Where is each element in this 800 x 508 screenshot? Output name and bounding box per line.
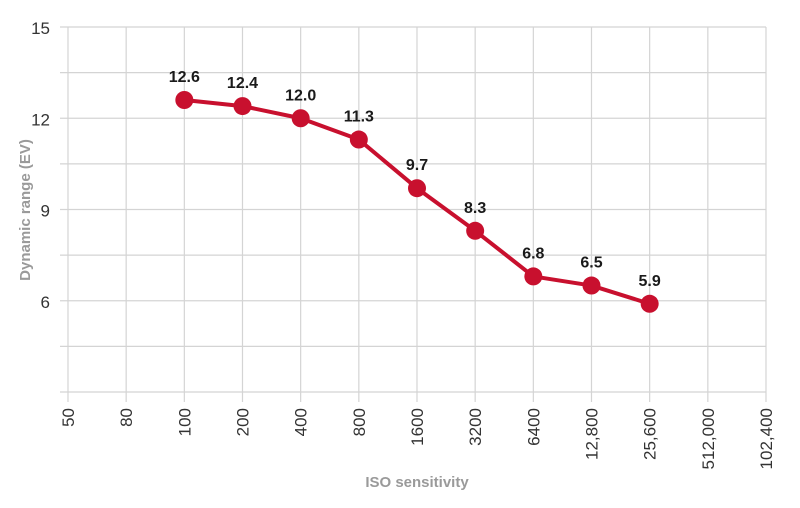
y-tick-labels: 6 9 12 15 <box>31 19 50 312</box>
grid <box>60 26 767 402</box>
data-label: 9.7 <box>406 157 428 174</box>
data-point <box>582 276 601 295</box>
x-tick-label: 80 <box>117 408 136 427</box>
y-tick-label: 9 <box>41 202 50 221</box>
data-label: 8.3 <box>464 200 486 217</box>
data-label: 6.8 <box>522 245 544 262</box>
data-label: 12.4 <box>227 75 258 92</box>
data-point <box>466 221 485 240</box>
x-tick-label: 3200 <box>466 408 485 446</box>
x-tick-label: 100 <box>175 408 194 436</box>
x-tick-label: 800 <box>350 408 369 436</box>
y-tick-label: 15 <box>31 19 50 38</box>
data-point <box>233 97 252 116</box>
x-axis-label: ISO sensitivity <box>365 474 469 491</box>
y-axis-label: Dynamic range (EV) <box>17 139 34 281</box>
x-tick-label: 12,800 <box>583 408 602 460</box>
data-point <box>291 109 310 128</box>
data-label: 5.9 <box>639 273 661 290</box>
x-tick-label: 400 <box>292 408 311 436</box>
x-tick-label: 1600 <box>408 408 427 446</box>
x-tick-label: 200 <box>234 408 253 436</box>
x-tick-label: 512,000 <box>699 408 718 469</box>
data-label: 6.5 <box>580 255 602 272</box>
data-point <box>408 179 426 198</box>
x-tick-labels: 50 80 100 200 400 800 1600 3200 6400 12,800 25,600… <box>59 408 776 469</box>
x-tick-label: 102,400 <box>757 408 776 469</box>
x-tick-label: 50 <box>59 408 78 427</box>
data-point <box>349 130 368 149</box>
data-point <box>524 267 543 286</box>
y-tick-label: 6 <box>41 293 50 312</box>
x-tick-label: 25,600 <box>641 408 660 460</box>
data-label: 12.6 <box>169 69 200 86</box>
y-tick-label: 12 <box>31 110 50 129</box>
data-point <box>640 294 659 313</box>
data-label: 11.3 <box>344 109 374 126</box>
series-line: 12.6 12.4 12.0 11.3 9.7 8.3 6.8 6.5 5.9 <box>169 69 661 313</box>
x-tick-label: 6400 <box>524 408 543 446</box>
data-point <box>175 91 194 109</box>
data-label: 12.0 <box>285 87 316 104</box>
